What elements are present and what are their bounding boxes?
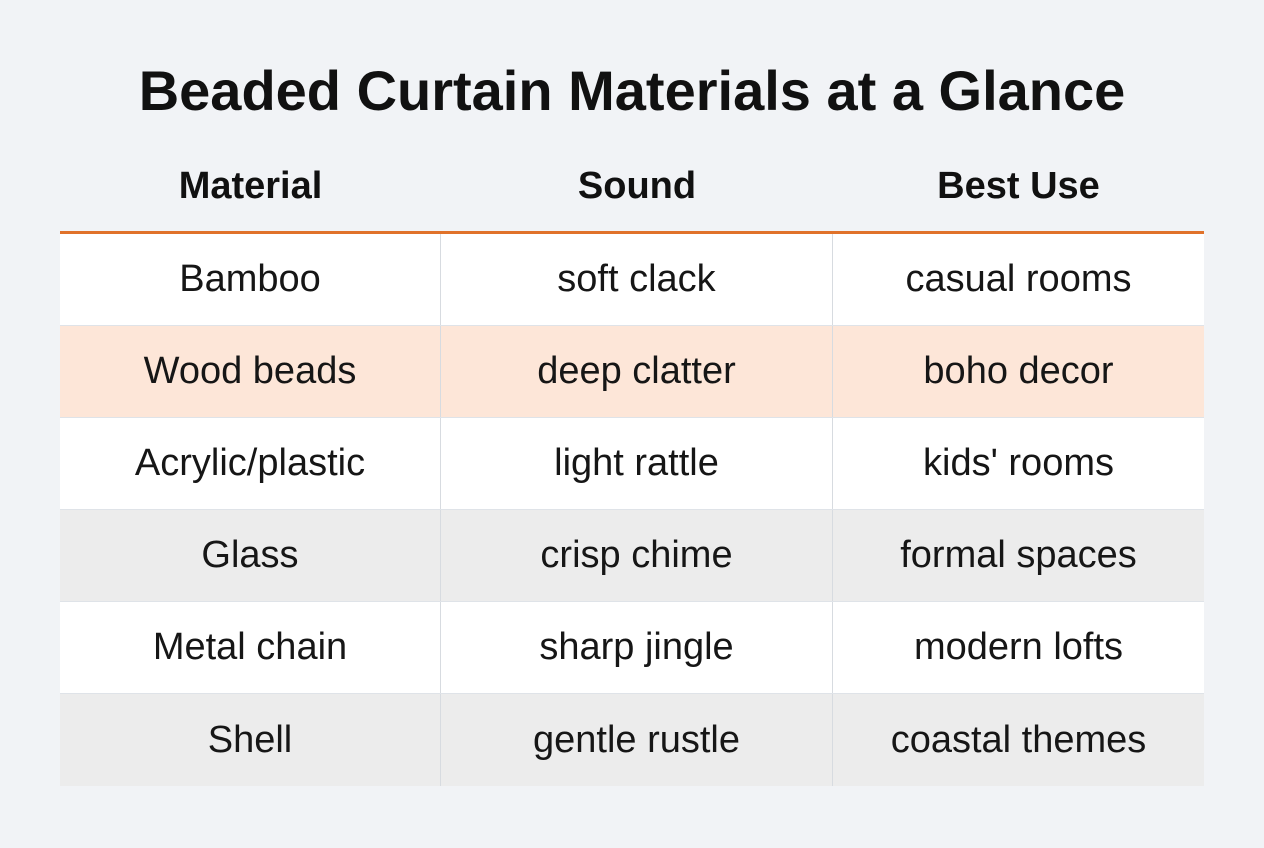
cell-best-use: modern lofts bbox=[913, 626, 1124, 668]
cell-material: Bamboo bbox=[60, 234, 441, 325]
header-best-use: Best Use bbox=[937, 165, 1100, 207]
table-row: Acrylic/plastic light rattle kids' rooms bbox=[60, 418, 1204, 510]
cell-sound: crisp chime bbox=[441, 510, 833, 601]
table-row: Metal chain sharp jingle modern lofts bbox=[60, 602, 1204, 694]
cell-best-use: kids' rooms bbox=[923, 442, 1114, 484]
cell-material: Acrylic/plastic bbox=[60, 418, 441, 509]
materials-table: Material Sound Best Use Bamboo soft clac… bbox=[60, 142, 1204, 786]
cell-best-use: coastal themes bbox=[890, 718, 1147, 761]
page-title: Beaded Curtain Materials at a Glance bbox=[138, 59, 1126, 122]
cell-sound: sharp jingle bbox=[441, 602, 833, 693]
cell-sound: light rattle bbox=[441, 418, 833, 509]
table-header-row: Material Sound Best Use bbox=[60, 142, 1204, 234]
header-material: Material bbox=[178, 165, 323, 207]
cell-sound: gentle rustle bbox=[441, 694, 833, 786]
cell-material: Metal chain bbox=[60, 602, 441, 693]
table-row: Wood beads deep clatter boho decor bbox=[60, 326, 1204, 418]
table-row: Bamboo soft clack casual rooms bbox=[60, 234, 1204, 326]
table-row: Glass crisp chime formal spaces bbox=[60, 510, 1204, 602]
cell-material: Shell bbox=[60, 694, 441, 786]
cell-material: Glass bbox=[60, 510, 441, 601]
cell-best-use: formal spaces bbox=[900, 534, 1137, 576]
cell-best-use: boho decor bbox=[923, 350, 1114, 392]
cell-best-use: casual rooms bbox=[905, 258, 1132, 300]
cell-material: Wood beads bbox=[60, 326, 441, 417]
cell-sound: soft clack bbox=[441, 234, 833, 325]
cell-sound: deep clatter bbox=[441, 326, 833, 417]
table-row: Shell gentle rustle coastal themes bbox=[60, 694, 1204, 786]
header-sound: Sound bbox=[577, 165, 697, 207]
